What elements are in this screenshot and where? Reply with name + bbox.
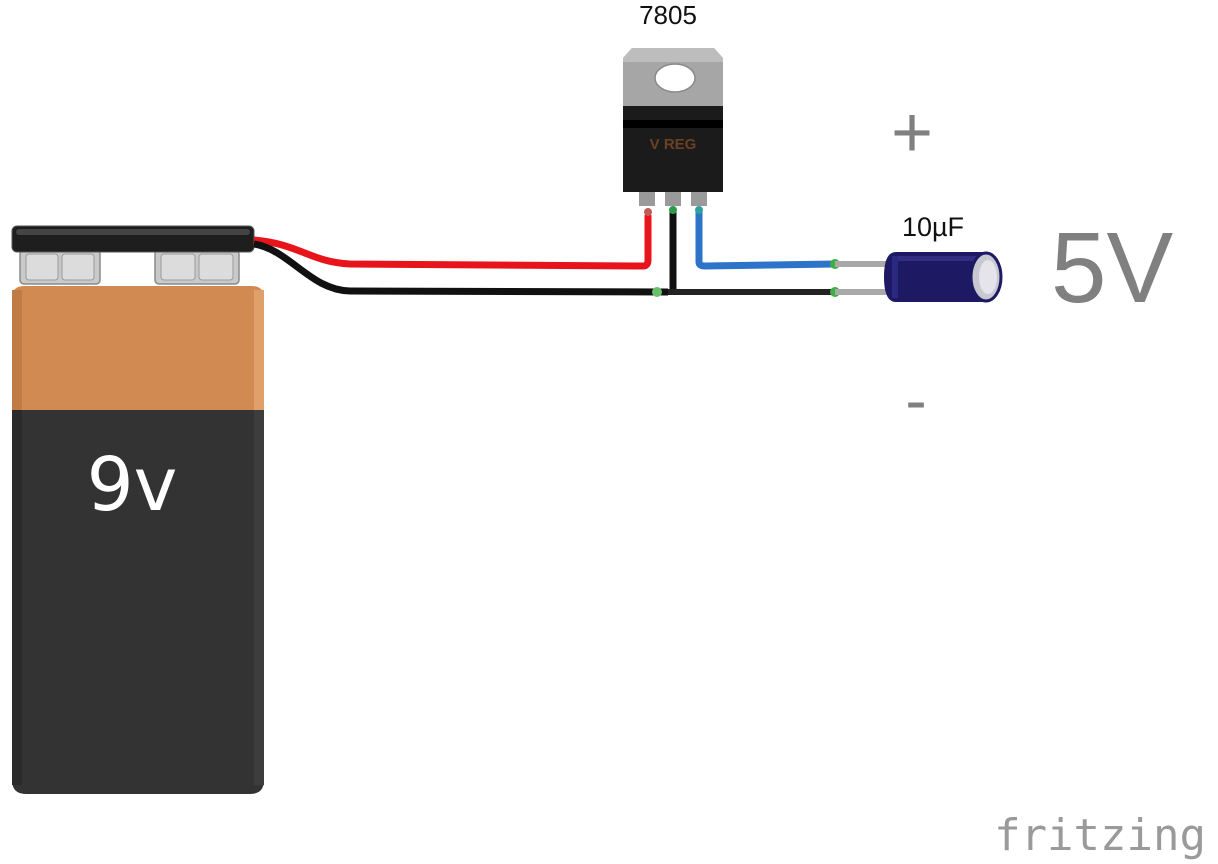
junction-ground [652, 287, 662, 297]
capacitor-body [884, 252, 984, 302]
battery-terminal-negative [19, 249, 101, 285]
regulator-pin-input [639, 192, 655, 206]
battery-voltage-label: 9v [87, 442, 178, 528]
fritzing-logo: fritzing [994, 810, 1206, 861]
output-voltage-label: 5V [1051, 212, 1174, 324]
regulator-body-text: V REG [650, 136, 697, 153]
regulator-7805: 7805 V REG [623, 0, 723, 206]
wire-red-input [253, 215, 652, 270]
wire-black-ground [253, 240, 669, 296]
battery-copper-top [12, 286, 264, 410]
capacitor-value-label: 10µF [902, 212, 964, 242]
regulator-pin-output [691, 192, 707, 206]
battery-terminal-positive [154, 249, 240, 285]
battery-9v: 9v [11, 225, 264, 794]
output-minus-label: - [905, 364, 926, 436]
regulator-mount-hole [654, 63, 696, 93]
output-plus-label: + [891, 93, 933, 173]
capacitor-10uf: 10µF [835, 212, 1003, 303]
regulator-pin-ground [665, 192, 681, 206]
regulator-part-label: 7805 [639, 0, 697, 30]
wires [253, 206, 840, 297]
wire-blue-output [695, 212, 836, 270]
battery-body [12, 410, 264, 794]
